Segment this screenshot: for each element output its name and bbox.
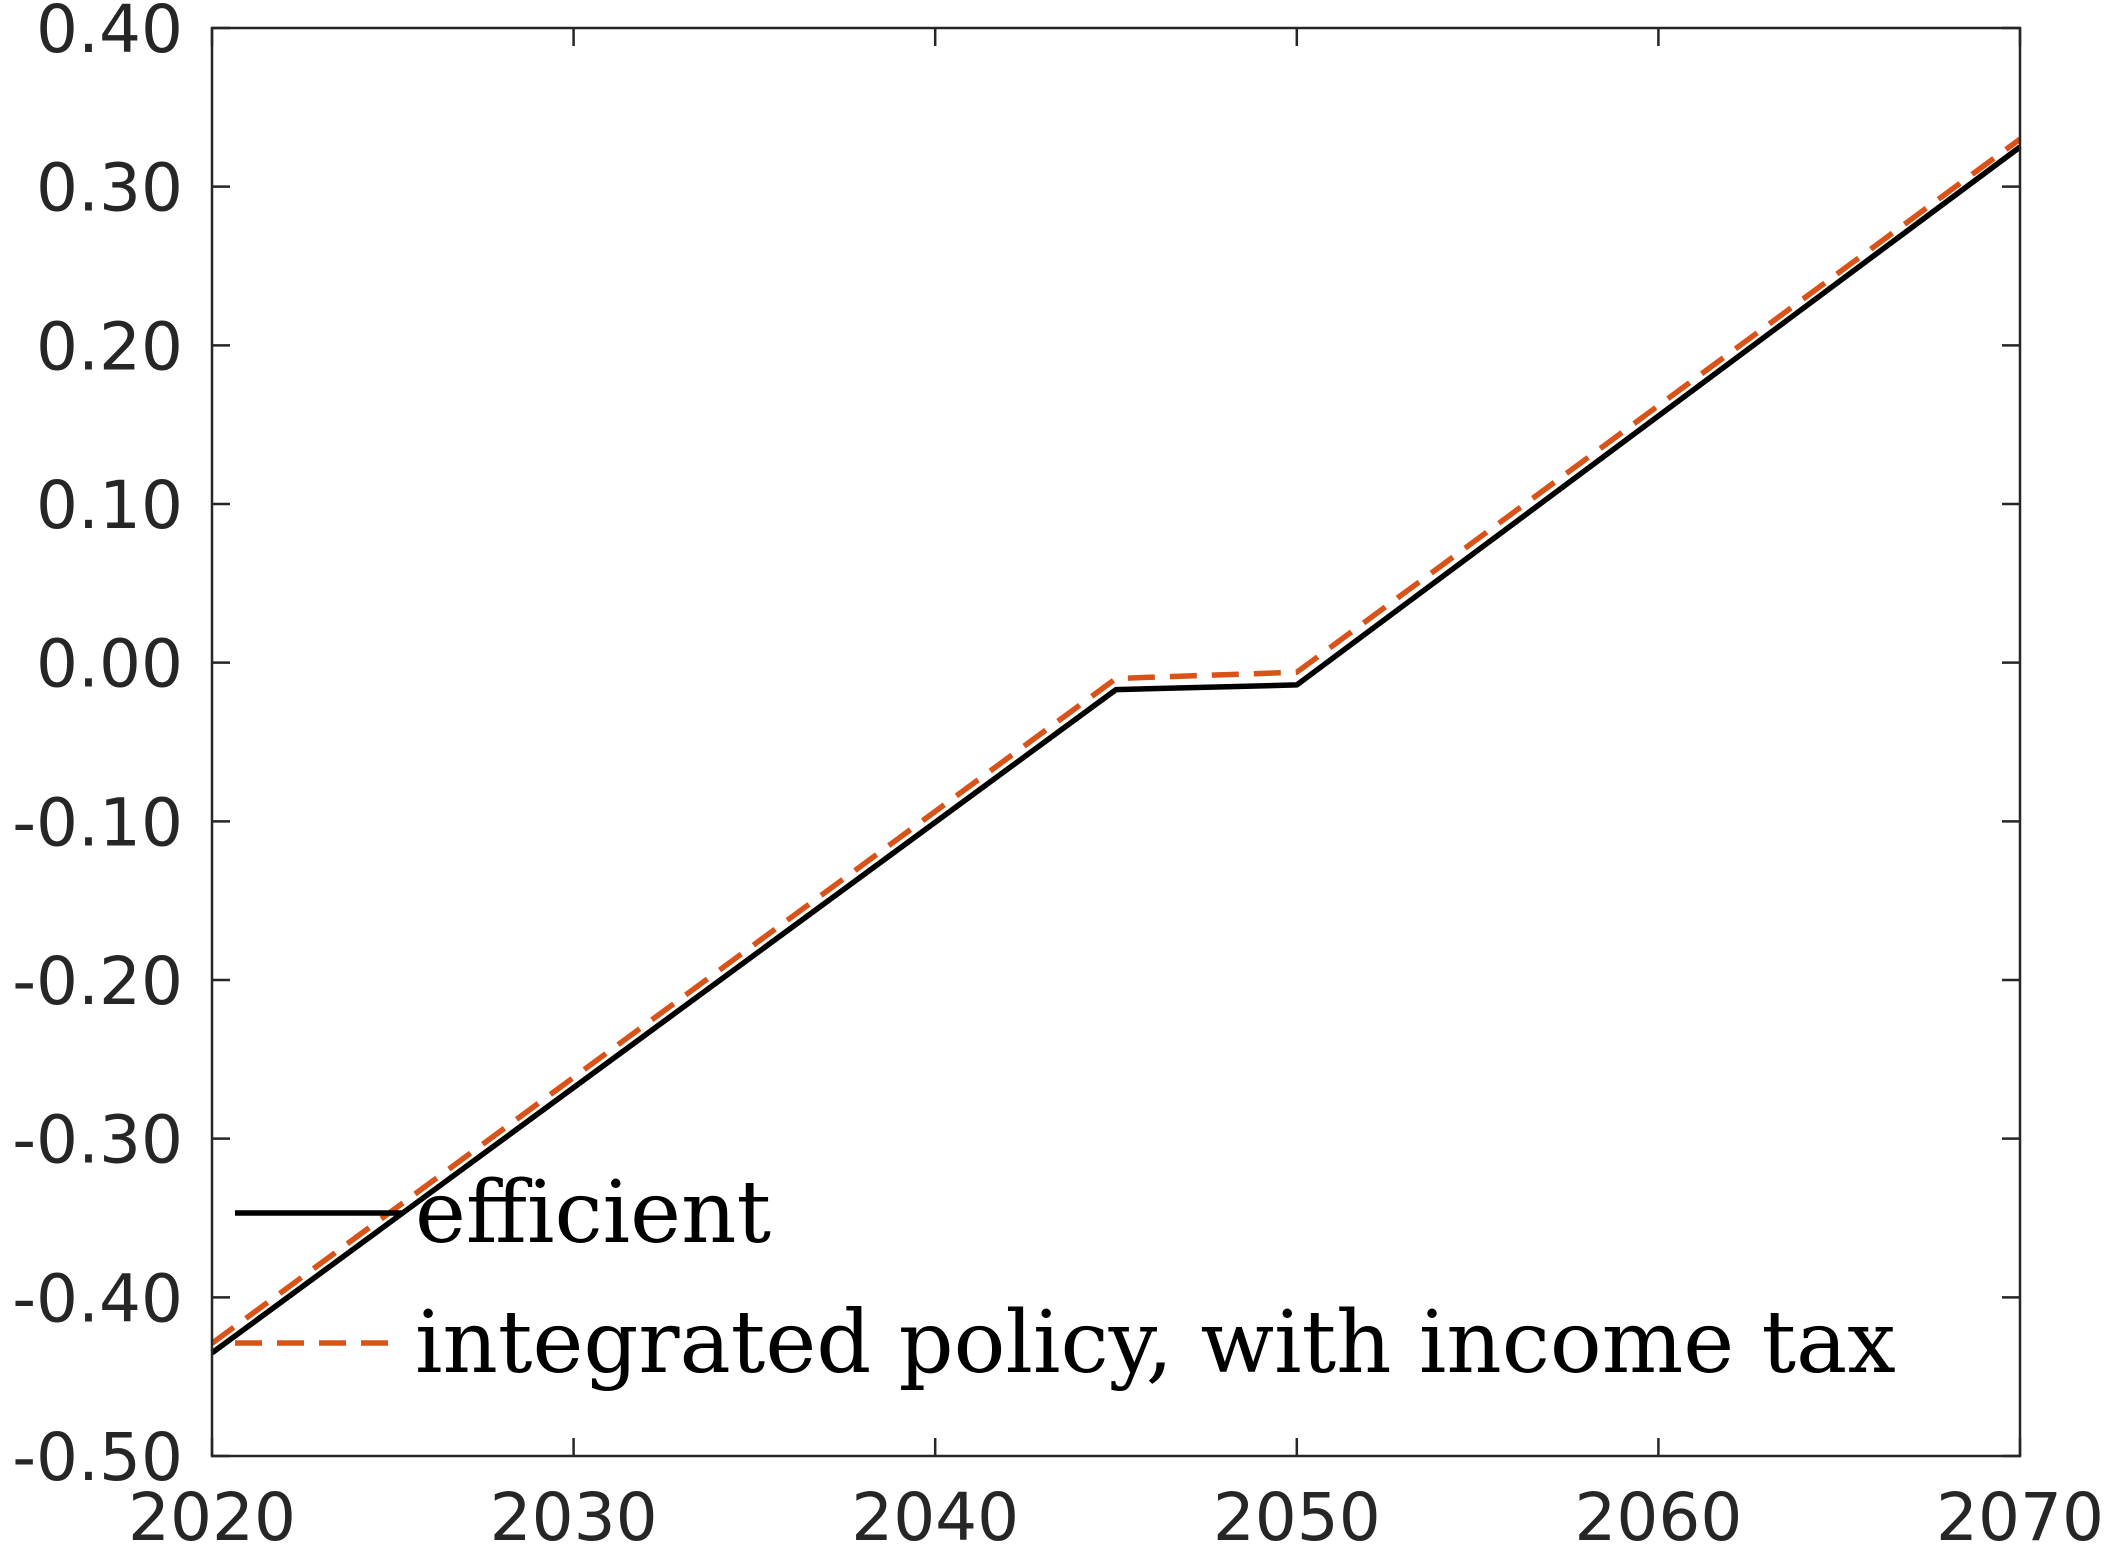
plot-frame: [210, 26, 2022, 1458]
y-tick-label: -0.30: [12, 1102, 183, 1179]
legend-label-integrated-policy: integrated policy, with income tax: [415, 1293, 1896, 1393]
y-tick-label: 0.20: [36, 308, 183, 385]
y-tick-label: 0.00: [36, 626, 183, 703]
y-tick-label: 0.10: [36, 467, 183, 544]
series-layer: [210, 136, 2022, 1356]
x-tick-label: 2030: [490, 1479, 658, 1554]
x-tick-label: 2050: [1213, 1479, 1381, 1554]
tick-label-layer: 2020 2030 2040 2050 2060 2070 -0.50 -0.40 -0.30 -…: [12, 0, 2104, 1554]
series-line-integrated-policy: [210, 136, 2022, 1346]
x-tick-label: 2020: [128, 1479, 296, 1554]
legend: efficient integrated policy, with income …: [235, 1163, 1896, 1393]
x-tick-label: 2070: [1936, 1479, 2104, 1554]
series-line-efficient: [210, 144, 2022, 1356]
axes-layer: [210, 26, 2022, 1458]
y-tick-label: -0.10: [12, 784, 183, 861]
y-tick-label: -0.50: [12, 1419, 183, 1496]
x-tick-label: 2040: [851, 1479, 1019, 1554]
y-tick-label: 0.40: [36, 0, 183, 68]
y-tick-label: -0.40: [12, 1260, 183, 1337]
y-tick-label: 0.30: [36, 150, 183, 227]
y-tick-label: -0.20: [12, 943, 183, 1020]
legend-label-efficient: efficient: [415, 1163, 771, 1263]
x-tick-label: 2060: [1574, 1479, 1742, 1554]
